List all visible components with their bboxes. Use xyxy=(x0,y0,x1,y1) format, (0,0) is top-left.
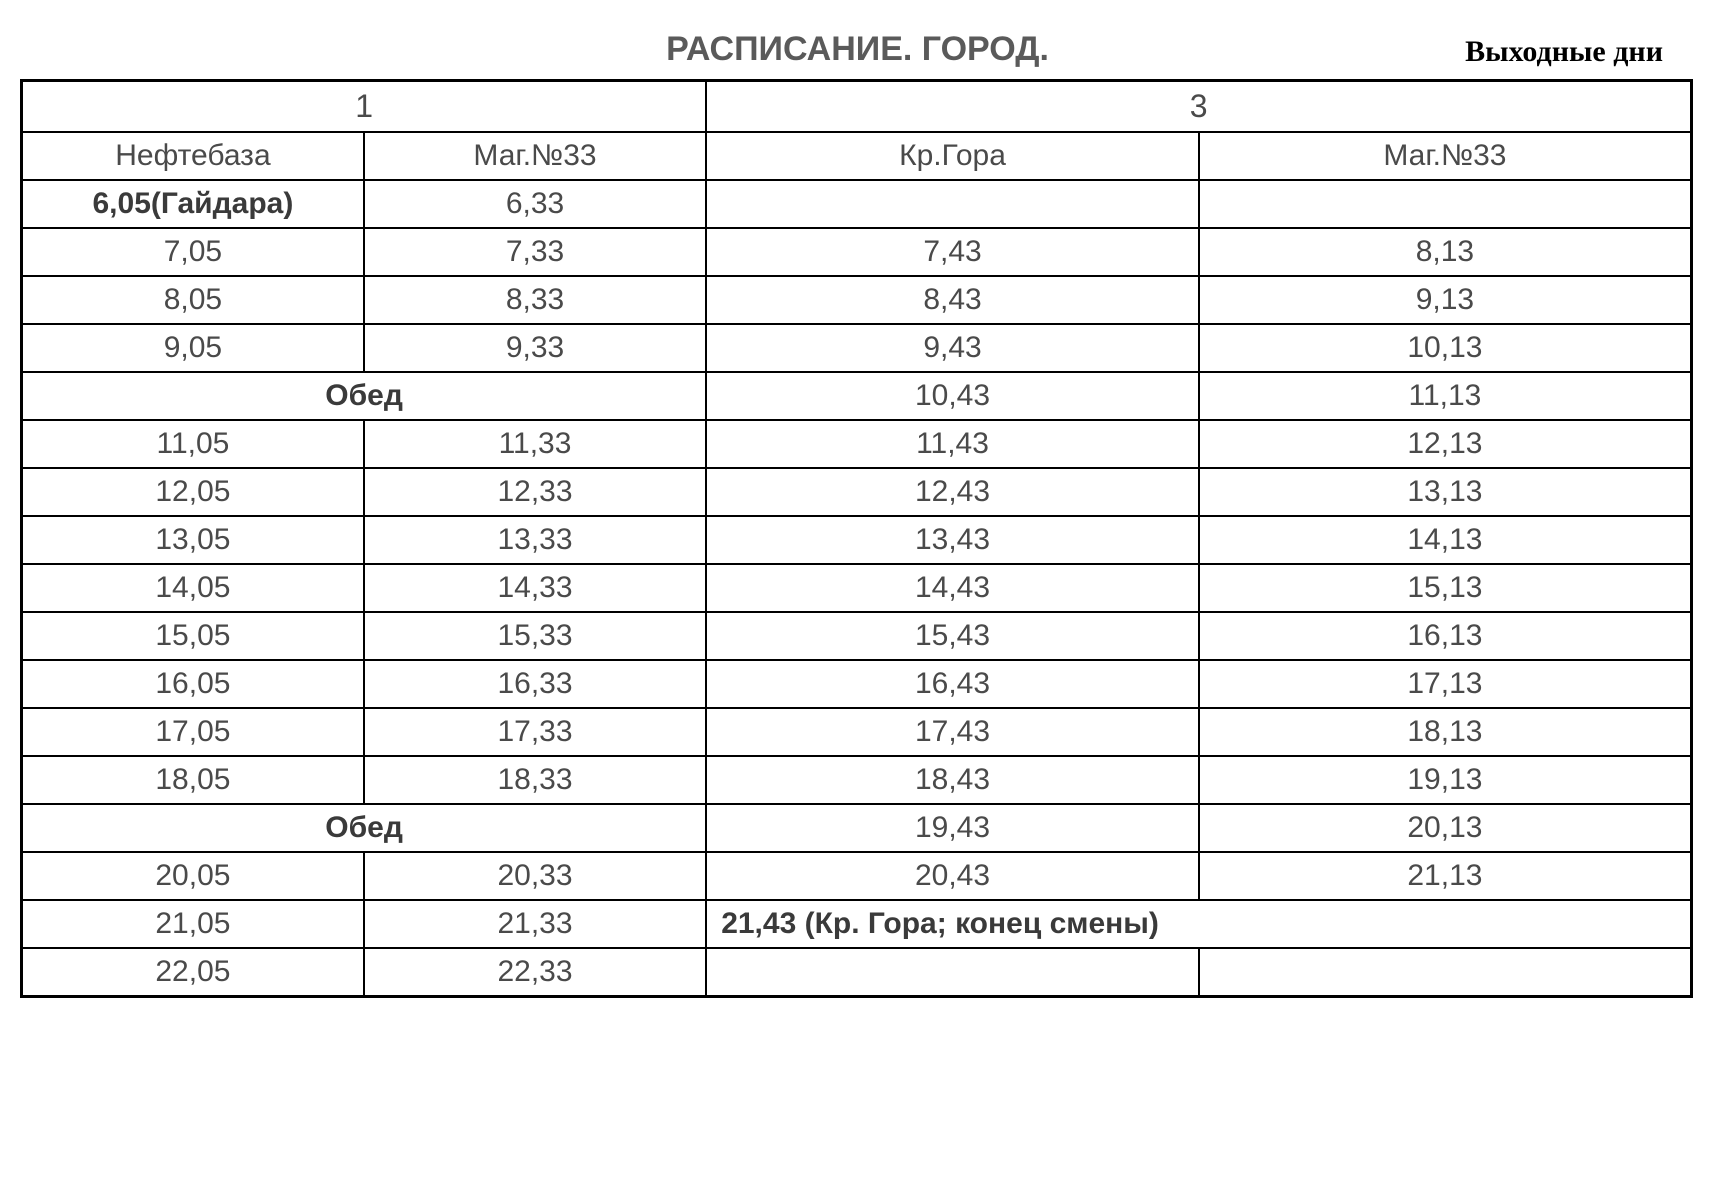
time-cell: 8,43 xyxy=(706,276,1199,324)
column-header-row: НефтебазаМаг.№33Кр.ГораМаг.№33 xyxy=(22,132,1692,180)
time-cell: 15,43 xyxy=(706,612,1199,660)
page-title: РАСПИСАНИЕ. ГОРОД. xyxy=(250,30,1465,69)
time-cell: 16,33 xyxy=(364,660,706,708)
time-cell: 16,13 xyxy=(1199,612,1692,660)
time-cell: 20,33 xyxy=(364,852,706,900)
time-cell: 6,33 xyxy=(364,180,706,228)
page-subtitle: Выходные дни xyxy=(1465,35,1663,69)
time-cell: 20,43 xyxy=(706,852,1199,900)
time-cell: 11,13 xyxy=(1199,372,1692,420)
time-cell: 12,05 xyxy=(22,468,364,516)
time-cell xyxy=(1199,180,1692,228)
time-cell: 18,43 xyxy=(706,756,1199,804)
time-cell: 11,05 xyxy=(22,420,364,468)
table-row: 11,0511,3311,4312,13 xyxy=(22,420,1692,468)
table-row: 9,059,339,4310,13 xyxy=(22,324,1692,372)
time-cell: 13,05 xyxy=(22,516,364,564)
time-cell xyxy=(1199,948,1692,997)
time-cell: 6,05(Гайдара) xyxy=(22,180,364,228)
table-row: 18,0518,3318,4319,13 xyxy=(22,756,1692,804)
schedule-table: 13НефтебазаМаг.№33Кр.ГораМаг.№336,05(Гай… xyxy=(20,79,1693,998)
time-cell: 20,13 xyxy=(1199,804,1692,852)
table-row: 12,0512,3312,4313,13 xyxy=(22,468,1692,516)
column-header-1: Маг.№33 xyxy=(364,132,706,180)
time-cell xyxy=(706,180,1199,228)
time-cell: 7,43 xyxy=(706,228,1199,276)
time-cell: 18,05 xyxy=(22,756,364,804)
time-cell: 15,33 xyxy=(364,612,706,660)
table-row: 16,0516,3316,4317,13 xyxy=(22,660,1692,708)
time-cell: 14,13 xyxy=(1199,516,1692,564)
time-cell: 13,43 xyxy=(706,516,1199,564)
table-row: 7,057,337,438,13 xyxy=(22,228,1692,276)
time-cell: 12,43 xyxy=(706,468,1199,516)
time-cell: 9,13 xyxy=(1199,276,1692,324)
time-cell: 9,43 xyxy=(706,324,1199,372)
lunch-cell: Обед xyxy=(22,372,707,420)
time-cell: 22,33 xyxy=(364,948,706,997)
time-cell: 8,33 xyxy=(364,276,706,324)
time-cell: 9,05 xyxy=(22,324,364,372)
route-number-left: 1 xyxy=(22,81,707,133)
table-row: 17,0517,3317,4318,13 xyxy=(22,708,1692,756)
time-cell: 9,33 xyxy=(364,324,706,372)
time-cell: 14,05 xyxy=(22,564,364,612)
route-number-right: 3 xyxy=(706,81,1691,133)
time-cell: 10,13 xyxy=(1199,324,1692,372)
end-shift-cell: 21,43 (Кр. Гора; конец смены) xyxy=(706,900,1691,948)
time-cell: 13,33 xyxy=(364,516,706,564)
time-cell: 8,13 xyxy=(1199,228,1692,276)
time-cell: 13,13 xyxy=(1199,468,1692,516)
time-cell: 7,33 xyxy=(364,228,706,276)
time-cell: 12,33 xyxy=(364,468,706,516)
time-cell: 14,33 xyxy=(364,564,706,612)
time-cell xyxy=(706,948,1199,997)
time-cell: 10,43 xyxy=(706,372,1199,420)
header: РАСПИСАНИЕ. ГОРОД. Выходные дни xyxy=(20,30,1693,69)
column-header-2: Кр.Гора xyxy=(706,132,1199,180)
time-cell: 15,13 xyxy=(1199,564,1692,612)
time-cell: 11,43 xyxy=(706,420,1199,468)
time-cell: 12,13 xyxy=(1199,420,1692,468)
time-cell: 18,33 xyxy=(364,756,706,804)
lunch-cell: Обед xyxy=(22,804,707,852)
time-cell: 22,05 xyxy=(22,948,364,997)
time-cell: 16,43 xyxy=(706,660,1199,708)
table-row: 14,0514,3314,4315,13 xyxy=(22,564,1692,612)
time-cell: 19,43 xyxy=(706,804,1199,852)
column-header-3: Маг.№33 xyxy=(1199,132,1692,180)
time-cell: 19,13 xyxy=(1199,756,1692,804)
table-row: Обед19,4320,13 xyxy=(22,804,1692,852)
time-cell: 17,05 xyxy=(22,708,364,756)
table-row: 15,0515,3315,4316,13 xyxy=(22,612,1692,660)
time-cell: 7,05 xyxy=(22,228,364,276)
table-row: 13,0513,3313,4314,13 xyxy=(22,516,1692,564)
time-cell: 11,33 xyxy=(364,420,706,468)
time-cell: 21,33 xyxy=(364,900,706,948)
column-header-0: Нефтебаза xyxy=(22,132,364,180)
time-cell: 17,13 xyxy=(1199,660,1692,708)
table-row: Обед10,4311,13 xyxy=(22,372,1692,420)
table-row: 8,058,338,439,13 xyxy=(22,276,1692,324)
table-row: 21,0521,3321,43 (Кр. Гора; конец смены) xyxy=(22,900,1692,948)
time-cell: 17,33 xyxy=(364,708,706,756)
route-number-row: 13 xyxy=(22,81,1692,133)
table-row: 20,0520,3320,4321,13 xyxy=(22,852,1692,900)
table-row: 6,05(Гайдара)6,33 xyxy=(22,180,1692,228)
time-cell: 8,05 xyxy=(22,276,364,324)
time-cell: 15,05 xyxy=(22,612,364,660)
time-cell: 14,43 xyxy=(706,564,1199,612)
time-cell: 21,13 xyxy=(1199,852,1692,900)
time-cell: 17,43 xyxy=(706,708,1199,756)
time-cell: 21,05 xyxy=(22,900,364,948)
table-row: 22,0522,33 xyxy=(22,948,1692,997)
time-cell: 16,05 xyxy=(22,660,364,708)
time-cell: 18,13 xyxy=(1199,708,1692,756)
time-cell: 20,05 xyxy=(22,852,364,900)
